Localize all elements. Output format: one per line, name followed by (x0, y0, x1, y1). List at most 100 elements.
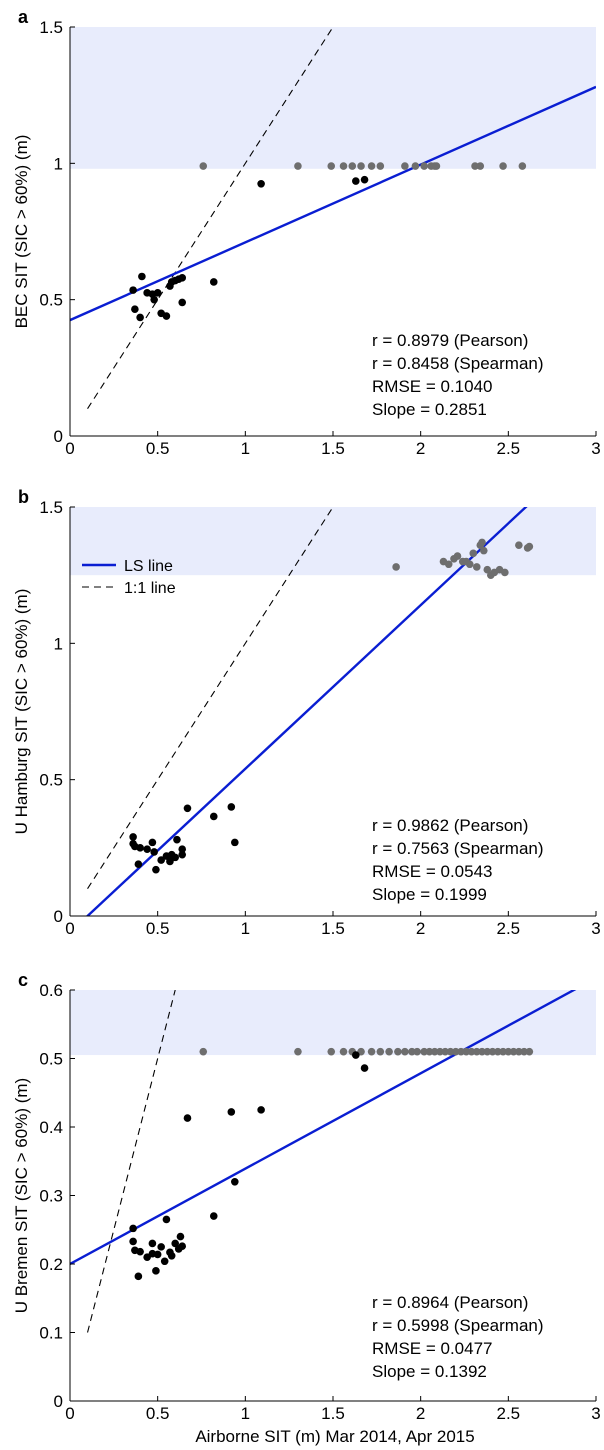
data-point (227, 1108, 236, 1116)
data-point (129, 833, 137, 841)
panel-letter: a (18, 7, 29, 27)
data-point (148, 838, 157, 847)
saturated-point (483, 1047, 492, 1056)
saturated-point (471, 162, 479, 170)
saturated-point (504, 1047, 513, 1056)
saturated-point (367, 162, 376, 170)
x-tick-label: 2.5 (497, 1404, 521, 1423)
saturated-point (327, 1047, 336, 1056)
y-axis-label: U Hamburg SIT (SIC > 60%) (m) (12, 589, 31, 835)
saturated-point (357, 162, 365, 170)
data-point (129, 1224, 137, 1233)
plot-area (70, 990, 577, 1333)
data-point (178, 845, 187, 853)
x-tick-label: 0.5 (146, 919, 170, 938)
y-axis-label: U Bremen SIT (SIC > 60%) (m) (12, 1078, 31, 1313)
data-point (160, 1257, 169, 1266)
x-tick-label: 3 (591, 1404, 600, 1423)
saturated-point (457, 1047, 465, 1056)
saturated-point (401, 162, 409, 170)
saturation-shade (70, 990, 596, 1056)
x-tick-label: 2.5 (497, 439, 521, 458)
x-tick-label: 2 (416, 1404, 425, 1423)
data-point (162, 312, 171, 320)
saturated-point (499, 1047, 507, 1056)
saturated-point (478, 538, 486, 547)
saturated-point (294, 162, 302, 170)
data-point (171, 853, 179, 862)
y-tick-label: 1 (54, 154, 63, 173)
data-point (131, 305, 139, 314)
panel-a: 0 0.5 1 1.5 2 2.5 3 0 0.5 1 1.5 a BEC SIT (SIC > 60%… (12, 7, 601, 458)
data-point (209, 1212, 218, 1220)
y-axis-label: BEC SIT (SIC > 60%) (m) (12, 135, 31, 329)
saturated-point (509, 1047, 518, 1056)
data-point (136, 844, 144, 852)
data-point (183, 1114, 192, 1122)
saturated-point (515, 541, 523, 549)
saturated-point (392, 563, 400, 571)
data-point (150, 295, 158, 304)
saturated-point (401, 1047, 409, 1056)
stat-text: r = 0.8979 (Pearson) (372, 331, 528, 350)
saturated-point (465, 560, 474, 569)
y-tick-label: 0 (54, 427, 63, 446)
saturated-point (408, 1047, 416, 1056)
saturated-point (199, 1047, 208, 1056)
saturated-point (518, 162, 527, 170)
panel-letter: c (18, 970, 28, 990)
x-tick-label: 1 (241, 919, 250, 938)
saturated-point (327, 162, 336, 170)
data-point (171, 1239, 179, 1248)
data-point (129, 1237, 137, 1246)
saturated-point (462, 1047, 471, 1056)
stat-text: Slope = 0.1999 (372, 885, 487, 904)
saturated-point (515, 1047, 523, 1056)
x-tick-label: 0.5 (146, 439, 170, 458)
x-tick-label: 1 (241, 1404, 250, 1423)
data-point (136, 313, 144, 322)
data-point (173, 835, 181, 844)
data-point (178, 298, 187, 307)
data-point (178, 850, 187, 859)
saturated-point (479, 546, 488, 555)
one-to-one-line (87, 990, 176, 1333)
data-point (134, 860, 143, 868)
data-point (257, 179, 265, 188)
saturated-point (525, 542, 534, 551)
x-tick-label: 1.5 (321, 1404, 345, 1423)
x-tick-label: 3 (591, 439, 600, 458)
saturation-shade (70, 507, 596, 576)
data-point (227, 803, 236, 811)
x-tick-label: 0 (65, 1404, 74, 1423)
ls-line (70, 990, 577, 1266)
plot-area (85, 507, 534, 916)
saturated-point (499, 162, 507, 170)
saturated-point (376, 162, 385, 170)
one-to-one-line (87, 27, 334, 410)
saturated-point (420, 1047, 428, 1056)
saturated-point (483, 565, 492, 574)
x-tick-label: 0 (65, 439, 74, 458)
panel-c: 0 0.5 1 1.5 2 2.5 3 0 0.1 0.2 0.3 0.4 0.5 0.6 c U Breme… (12, 970, 601, 1423)
saturated-point (411, 162, 420, 170)
stat-text: Slope = 0.2851 (372, 400, 487, 419)
stat-text: RMSE = 0.0543 (372, 862, 493, 881)
saturated-point (520, 1047, 528, 1056)
data-point (231, 1178, 239, 1186)
data-point (143, 845, 151, 853)
legend-label: LS line (124, 558, 173, 575)
saturated-point (436, 1047, 444, 1056)
data-point (153, 1250, 162, 1259)
y-tick-label: 0.5 (39, 771, 63, 790)
y-tick-label: 1 (54, 634, 63, 653)
data-point (166, 857, 174, 866)
data-point (351, 177, 360, 185)
saturated-point (472, 563, 481, 571)
y-tick-label: 0 (54, 1392, 63, 1411)
data-point (360, 175, 369, 184)
saturated-point (367, 1047, 376, 1056)
y-tick-label: 0.5 (39, 291, 63, 310)
x-tick-label: 1.5 (321, 919, 345, 938)
legend: LS line 1:1 line (82, 558, 176, 597)
